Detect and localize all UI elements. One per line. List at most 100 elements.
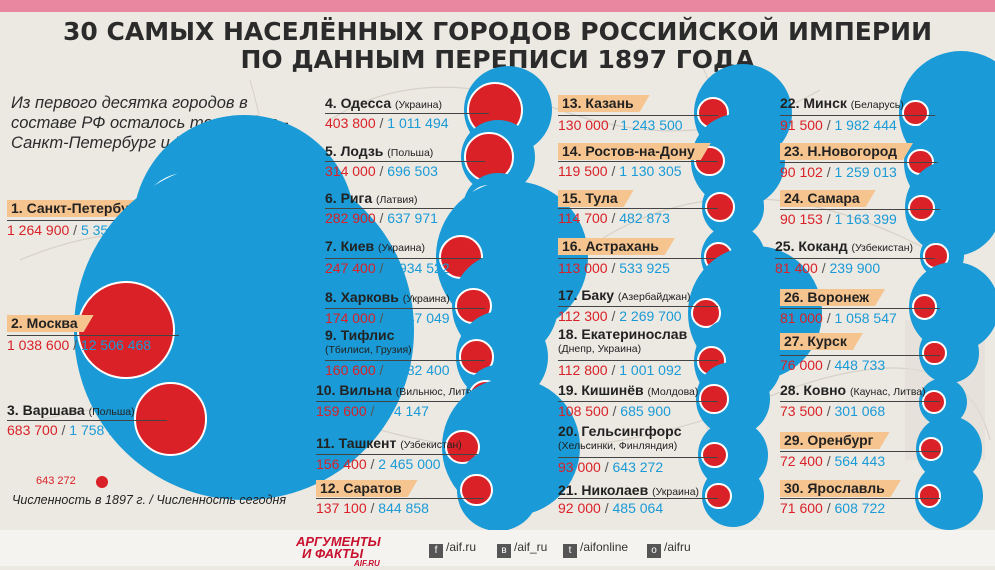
- population-1897: 683 700: [7, 422, 58, 438]
- leader-line: [775, 258, 935, 259]
- leader-line: [780, 115, 940, 116]
- population-today: 574 147: [378, 403, 429, 419]
- leader-line: [316, 454, 484, 455]
- city-name: 4. Одесса (Украина): [325, 95, 442, 111]
- population-1897: 112 800: [558, 362, 608, 378]
- circle-population-1897: [694, 145, 725, 177]
- city-name: 16. Астрахань: [558, 238, 675, 255]
- city-population-values: 90 102 / 1 259 013: [780, 164, 897, 180]
- city-population-values: 76 000 / 448 733: [780, 357, 886, 373]
- leader-line: [558, 401, 718, 402]
- population-1897: 93 000: [558, 459, 601, 475]
- leader-line: [325, 208, 485, 209]
- city-population-values: 130 000 / 1 243 500: [558, 117, 683, 133]
- legend-now-dot: [246, 472, 265, 491]
- population-1897: 174 000: [325, 310, 376, 326]
- leader-line: [7, 220, 179, 221]
- leader-line: [780, 355, 940, 356]
- social-link-twitter[interactable]: t/aifonline: [563, 540, 628, 558]
- city-population-values: 73 500 / 301 068: [780, 403, 886, 419]
- population-1897: 92 000: [558, 500, 601, 516]
- city-population-values: 683 700 / 1 758 143: [7, 422, 132, 438]
- city-population-values: 314 000 / 696 503: [325, 163, 438, 179]
- leader-line: [325, 258, 485, 259]
- city-name: 27. Курск: [780, 333, 863, 350]
- city-name: 9. Тифлис: [325, 327, 395, 343]
- city-name: 3. Варшава (Польша): [7, 402, 135, 418]
- top-bar: [0, 0, 995, 12]
- city-population-values: 81 400 / 239 900: [775, 260, 881, 276]
- leader-line: [780, 308, 940, 309]
- city-name: 13. Казань: [558, 95, 650, 112]
- city-name: 8. Харковь (Украина): [325, 289, 450, 305]
- leader-line: [780, 162, 940, 163]
- population-1897: 403 800: [325, 115, 376, 131]
- leader-line: [558, 208, 718, 209]
- leader-line: [558, 457, 718, 458]
- city-name: 26. Воронеж: [780, 289, 885, 306]
- city-population-values: 112 800 / 1 001 092: [558, 362, 682, 378]
- leader-line: [316, 498, 484, 499]
- leader-line: [780, 451, 940, 452]
- population-1897: 130 000: [558, 117, 609, 133]
- social-link-facebook[interactable]: f/aif.ru: [429, 540, 476, 558]
- population-today: 485 064: [612, 500, 664, 516]
- city-population-values: 174 000 / 1 447 049: [325, 310, 450, 326]
- leader-line: [325, 360, 485, 361]
- city-population-values: 81 000 / 1 058 547: [780, 310, 897, 326]
- population-1897: 81 000: [780, 310, 823, 326]
- circle-population-1897: [908, 194, 935, 222]
- city-population-values: 137 100 / 844 858: [316, 500, 429, 516]
- social-link-vk[interactable]: в/aif_ru: [497, 540, 547, 558]
- circle-population-1897: [922, 340, 947, 366]
- population-1897: 91 500: [780, 117, 823, 133]
- odnoklassniki-icon: о: [647, 544, 661, 558]
- city-name: 7. Киев (Украина): [325, 238, 425, 254]
- population-today: 685 900: [620, 403, 671, 419]
- city-population-values: 156 400 / 2 465 000: [316, 456, 441, 472]
- population-1897: 72 400: [780, 453, 823, 469]
- population-today: 608 722: [834, 500, 886, 516]
- circle-population-1897: [699, 384, 729, 414]
- population-1897: 137 100: [316, 500, 367, 516]
- leader-line: [558, 161, 718, 162]
- city-country: (Днепр, Украина): [558, 343, 642, 355]
- population-1897: 160 600: [325, 362, 376, 378]
- city-name: 15. Тула: [558, 190, 634, 207]
- population-today: 1 982 444: [834, 117, 897, 133]
- city-name: 12. Саратов: [316, 480, 418, 497]
- circle-population-1897: [460, 473, 494, 507]
- leader-line: [316, 401, 484, 402]
- city-population-values: 71 600 / 608 722: [780, 500, 886, 516]
- city-name: 10. Вильна (Вильнюс, Литва): [316, 382, 481, 398]
- population-today: 2 269 700: [619, 308, 682, 324]
- social-link-odnoklassniki[interactable]: о/aifru: [647, 540, 691, 558]
- population-today: 637 971: [387, 210, 438, 226]
- leader-line: [558, 360, 718, 361]
- leader-line: [325, 161, 485, 162]
- city-name: 24. Самара: [780, 190, 876, 207]
- leader-line: [325, 113, 489, 114]
- city-country: (Тбилиси, Грузия): [325, 344, 412, 356]
- circle-population-1897: [77, 281, 176, 379]
- population-today: 448 733: [834, 357, 886, 373]
- city-population-values: 119 500 / 1 130 305: [558, 163, 682, 179]
- city-name: 21. Николаев (Украина): [558, 482, 700, 498]
- city-name: 11. Ташкент (Узбекистан): [316, 435, 462, 451]
- population-1897: 90 153: [780, 211, 823, 227]
- population-1897: 119 500: [558, 163, 608, 179]
- circle-population-1897: [705, 482, 733, 510]
- population-1897: 81 400: [775, 260, 818, 276]
- population-today: 239 900: [829, 260, 881, 276]
- city-population-values: 90 153 / 1 163 399: [780, 211, 897, 227]
- city-name: 28. Ковно (Каунас, Литва): [780, 382, 926, 398]
- leader-line: [558, 115, 718, 116]
- legend-now-value: 643 272: [188, 475, 228, 487]
- population-1897: 112 300: [558, 308, 608, 324]
- city-name: 22. Минск (Беларусь): [780, 95, 904, 111]
- leader-line: [558, 258, 718, 259]
- vk-icon: в: [497, 544, 511, 558]
- leader-line: [7, 335, 179, 336]
- city-population-values: 91 500 / 1 982 444: [780, 117, 897, 133]
- city-population-values: 113 000 / 533 925: [558, 260, 670, 276]
